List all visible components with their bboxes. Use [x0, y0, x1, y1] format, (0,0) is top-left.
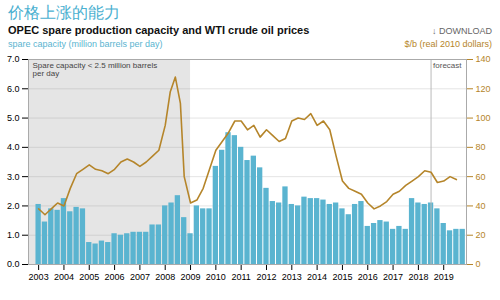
svg-text:3.0: 3.0	[7, 172, 20, 182]
svg-text:2015: 2015	[332, 272, 352, 282]
svg-text:2007: 2007	[130, 272, 150, 282]
svg-text:7.0: 7.0	[7, 54, 20, 64]
svg-text:120: 120	[476, 84, 491, 94]
svg-text:5.0: 5.0	[7, 113, 20, 123]
svg-text:2013: 2013	[282, 272, 302, 282]
svg-text:2012: 2012	[256, 272, 276, 282]
svg-text:60: 60	[476, 172, 486, 182]
svg-text:0.0: 0.0	[7, 259, 20, 269]
svg-text:forecast: forecast	[433, 61, 462, 70]
svg-text:1.0: 1.0	[7, 230, 20, 240]
svg-text:4.0: 4.0	[7, 142, 20, 152]
svg-text:2005: 2005	[79, 272, 99, 282]
html-text:价格上涨的能力: 价格上涨的能力	[8, 4, 120, 21]
svg-text:40: 40	[476, 201, 486, 211]
svg-text:2017: 2017	[383, 272, 403, 282]
svg-text:2019: 2019	[434, 272, 454, 282]
html-text:$/b (real 2010 dollars): $/b (real 2010 dollars)	[404, 39, 492, 49]
svg-text:2003: 2003	[29, 272, 49, 282]
svg-text:100: 100	[476, 113, 491, 123]
svg-text:140: 140	[476, 54, 491, 64]
svg-text:2004: 2004	[54, 272, 74, 282]
svg-text:6.0: 6.0	[7, 84, 20, 94]
svg-text:Spare capacity < 2.5 million b: Spare capacity < 2.5 million barrelsper …	[33, 61, 158, 78]
html-text:spare capacity (million barrel: spare capacity (million barrels per day)	[8, 39, 163, 49]
svg-text:2.0: 2.0	[7, 201, 20, 211]
svg-text:2008: 2008	[155, 272, 175, 282]
svg-text:2010: 2010	[206, 272, 226, 282]
svg-text:80: 80	[476, 142, 486, 152]
svg-text:20: 20	[476, 230, 486, 240]
svg-text:2011: 2011	[231, 272, 250, 282]
svg-text:2006: 2006	[105, 272, 125, 282]
svg-text:2009: 2009	[181, 272, 201, 282]
html-text:OPEC spare production capacity: OPEC spare production capacity and WTI c…	[8, 24, 310, 36]
svg-text:2014: 2014	[307, 272, 327, 282]
html-text:↓ DOWNLOAD: ↓ DOWNLOAD	[432, 26, 492, 36]
svg-text:2016: 2016	[358, 272, 378, 282]
svg-text:2018: 2018	[408, 272, 428, 282]
svg-text:0: 0	[476, 259, 481, 269]
